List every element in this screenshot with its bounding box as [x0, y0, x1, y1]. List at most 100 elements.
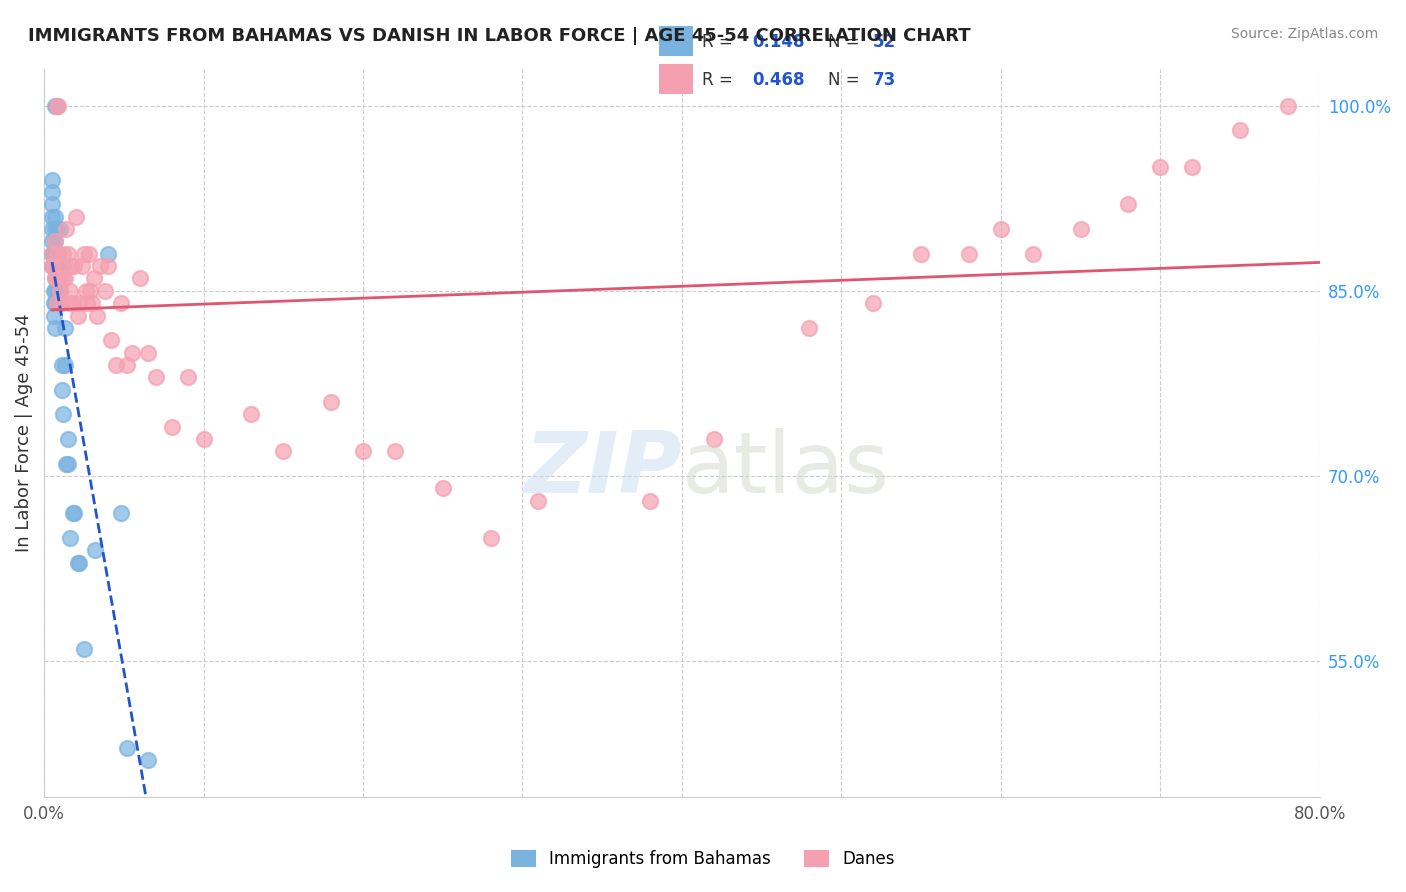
Point: [1069, 222, 1091, 236]
Point: [63, 259, 86, 273]
Point: [59, 284, 82, 298]
Point: [44, 210, 66, 224]
Point: [48, 98, 70, 112]
Point: [60, 259, 83, 273]
Point: [52, 246, 75, 260]
Point: [83, 271, 105, 285]
Text: 52: 52: [873, 33, 896, 51]
Point: [1118, 197, 1140, 211]
Point: [97, 246, 120, 260]
Point: [41, 246, 63, 260]
Point: [62, 506, 84, 520]
Point: [55, 222, 77, 236]
Point: [145, 370, 167, 384]
Point: [41, 246, 63, 260]
Point: [49, 259, 72, 273]
Point: [271, 444, 294, 458]
Point: [48, 284, 70, 298]
Point: [51, 358, 73, 372]
Point: [89, 259, 111, 273]
Point: [49, 271, 72, 285]
Point: [44, 271, 66, 285]
Point: [75, 284, 97, 298]
Point: [45, 98, 67, 112]
Point: [53, 321, 76, 335]
Point: [45, 259, 67, 273]
Point: [44, 98, 66, 112]
Point: [115, 740, 138, 755]
Point: [160, 419, 183, 434]
Point: [44, 259, 66, 273]
Text: atlas: atlas: [682, 428, 890, 511]
Point: [176, 370, 198, 384]
Point: [319, 395, 342, 409]
Point: [910, 246, 932, 260]
Point: [67, 296, 90, 310]
Point: [479, 531, 502, 545]
Point: [41, 185, 63, 199]
Point: [86, 309, 108, 323]
Point: [72, 259, 94, 273]
Point: [63, 506, 86, 520]
Point: [79, 284, 101, 298]
Point: [45, 222, 67, 236]
Text: 0.148: 0.148: [752, 33, 804, 51]
Point: [48, 246, 70, 260]
Point: [41, 197, 63, 211]
Point: [136, 345, 159, 359]
Text: 73: 73: [873, 70, 897, 88]
Point: [51, 296, 73, 310]
Text: R =: R =: [702, 33, 738, 51]
Point: [52, 271, 75, 285]
Point: [352, 444, 374, 458]
Point: [110, 506, 132, 520]
Point: [703, 432, 725, 446]
Point: [44, 235, 66, 249]
Point: [44, 235, 66, 249]
Point: [432, 482, 454, 496]
Point: [49, 222, 72, 236]
Bar: [659, 64, 693, 95]
Point: [41, 172, 63, 186]
Point: [193, 432, 215, 446]
Point: [104, 358, 127, 372]
Point: [42, 309, 65, 323]
Point: [80, 296, 103, 310]
Point: [44, 246, 66, 260]
Point: [42, 259, 65, 273]
Point: [77, 246, 100, 260]
Point: [990, 222, 1012, 236]
Point: [128, 271, 150, 285]
Point: [862, 296, 884, 310]
Point: [44, 321, 66, 335]
Point: [93, 284, 115, 298]
Point: [66, 309, 89, 323]
Point: [45, 246, 67, 260]
Point: [45, 98, 67, 112]
Text: N =: N =: [828, 33, 865, 51]
Point: [384, 444, 406, 458]
Point: [84, 543, 107, 558]
Point: [67, 556, 90, 570]
Point: [41, 259, 63, 273]
Point: [44, 222, 66, 236]
Text: 0.468: 0.468: [752, 70, 804, 88]
Point: [56, 432, 79, 446]
Point: [41, 235, 63, 249]
Point: [62, 296, 84, 310]
Point: [527, 493, 550, 508]
Point: [1277, 98, 1299, 112]
Point: [1229, 123, 1251, 137]
Point: [638, 493, 661, 508]
Point: [66, 556, 89, 570]
Point: [56, 246, 79, 260]
Text: Source: ZipAtlas.com: Source: ZipAtlas.com: [1230, 27, 1378, 41]
Point: [53, 358, 76, 372]
Point: [44, 271, 66, 285]
Point: [45, 246, 67, 260]
Text: N =: N =: [828, 70, 865, 88]
Point: [41, 222, 63, 236]
Point: [73, 642, 96, 657]
Point: [44, 296, 66, 310]
Point: [44, 284, 66, 298]
